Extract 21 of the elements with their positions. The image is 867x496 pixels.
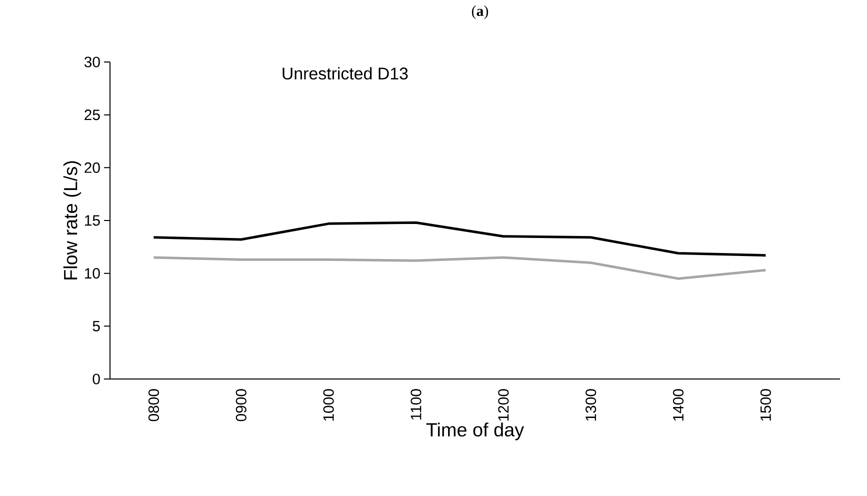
line-series	[152, 256, 767, 280]
x-tick-label: 1500	[760, 389, 771, 421]
x-tick-label: 1400	[672, 389, 684, 421]
y-axis-title: Flow rate (L/s)	[63, 161, 82, 280]
line-series	[152, 221, 767, 257]
x-axis-title: Time of day	[426, 422, 524, 440]
annotation: Unrestricted D13	[282, 67, 408, 80]
y-tick-label: 30	[84, 56, 100, 68]
y-tick-label: 10	[85, 268, 100, 279]
chart-title: (a)	[472, 6, 488, 20]
y-tick-label: 0	[92, 374, 100, 384]
y-tick-label: 25	[84, 110, 100, 120]
x-tick-label: 0800	[148, 389, 159, 422]
x-tick-label: 1300	[586, 389, 596, 421]
x-tick-label: 1100	[410, 389, 422, 420]
x-tick-label: 0900	[236, 389, 246, 422]
y-tick-label: 20	[84, 162, 100, 173]
x-tick-label: 1000	[323, 389, 334, 421]
x-tick-label: 1200	[498, 389, 509, 421]
y-tick-label: 15	[85, 215, 100, 226]
y-tick-label: 5	[92, 320, 100, 332]
